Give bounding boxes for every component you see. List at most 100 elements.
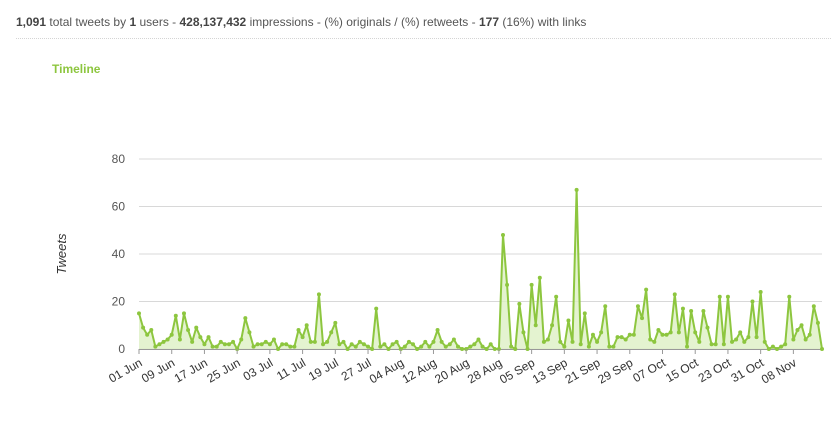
- data-point: [545, 337, 550, 342]
- data-point: [390, 342, 395, 347]
- impressions-count: 428,137,432: [179, 15, 247, 29]
- data-point: [730, 339, 735, 344]
- data-point: [141, 325, 146, 330]
- total-tweets-label: total tweets by: [49, 15, 127, 29]
- data-point: [525, 347, 530, 351]
- x-tick-label: 12 Aug: [400, 355, 439, 386]
- y-axis-label: Tweets: [54, 233, 69, 274]
- data-point: [361, 342, 366, 347]
- links-count: 177: [478, 15, 500, 29]
- data-point: [321, 342, 326, 347]
- data-point: [775, 347, 780, 351]
- data-point: [370, 347, 375, 351]
- data-point: [312, 339, 317, 344]
- data-point: [811, 304, 816, 309]
- data-point: [325, 339, 330, 344]
- data-point: [680, 306, 685, 311]
- data-point: [509, 344, 514, 349]
- data-point: [280, 342, 285, 347]
- data-point: [284, 342, 289, 347]
- data-point: [198, 335, 203, 340]
- data-point: [582, 311, 587, 316]
- data-point: [218, 339, 223, 344]
- data-point: [640, 316, 645, 321]
- x-tick-label: 03 Jul: [241, 355, 276, 383]
- x-tick-label: 05 Sep: [497, 355, 537, 386]
- data-point: [210, 344, 215, 349]
- data-point: [615, 335, 620, 340]
- data-point: [415, 347, 420, 351]
- x-tick-label: 08 Nov: [759, 355, 799, 386]
- data-point: [443, 344, 448, 349]
- data-point: [157, 342, 162, 347]
- data-point: [562, 344, 567, 349]
- data-point: [746, 335, 751, 340]
- data-point: [149, 328, 154, 332]
- series-points: [137, 187, 824, 351]
- data-point: [276, 347, 281, 351]
- data-point: [439, 339, 444, 344]
- data-point: [709, 342, 714, 347]
- data-point: [754, 335, 759, 340]
- x-tick-label: 07 Oct: [630, 355, 668, 385]
- data-point: [402, 344, 407, 349]
- data-point: [472, 342, 477, 347]
- data-point: [165, 337, 170, 342]
- data-point: [492, 347, 497, 351]
- data-point: [447, 342, 452, 347]
- data-point: [742, 339, 747, 344]
- data-point: [145, 332, 150, 337]
- data-point: [656, 328, 661, 332]
- data-point: [488, 342, 493, 347]
- data-point: [799, 323, 804, 328]
- data-point: [345, 347, 350, 351]
- data-point: [554, 294, 559, 299]
- data-point: [668, 330, 673, 335]
- x-tick-label: 21 Sep: [563, 355, 603, 386]
- data-point: [766, 347, 771, 351]
- data-point: [738, 330, 743, 335]
- y-tick-label: 20: [112, 295, 126, 309]
- data-point: [770, 344, 775, 349]
- data-point: [787, 294, 792, 299]
- data-point: [676, 330, 681, 335]
- data-point: [476, 337, 481, 342]
- data-point: [574, 187, 579, 192]
- data-point: [137, 311, 141, 316]
- links-label: (16%) with links: [502, 15, 587, 29]
- data-point: [267, 342, 272, 347]
- data-point: [644, 287, 649, 292]
- data-point: [607, 344, 612, 349]
- data-point: [685, 344, 690, 349]
- data-point: [701, 309, 706, 313]
- data-point: [214, 344, 219, 349]
- data-point: [779, 344, 784, 349]
- data-point: [427, 344, 432, 349]
- data-point: [500, 233, 505, 237]
- data-point: [635, 304, 640, 309]
- data-point: [292, 344, 297, 349]
- data-point: [316, 292, 321, 297]
- data-point: [406, 339, 411, 344]
- data-point: [603, 304, 608, 309]
- data-point: [349, 342, 354, 347]
- data-point: [541, 339, 546, 344]
- data-point: [419, 344, 424, 349]
- x-tick-label: 17 Jun: [172, 355, 210, 385]
- data-point: [206, 335, 211, 340]
- data-point: [271, 337, 276, 342]
- data-point: [337, 342, 342, 347]
- x-tick-label: 13 Sep: [530, 355, 570, 386]
- x-tick-label: 29 Sep: [595, 355, 635, 386]
- data-point: [713, 342, 718, 347]
- x-tick-label: 20 Aug: [432, 355, 471, 386]
- data-point: [202, 342, 207, 347]
- data-point: [169, 332, 174, 337]
- data-point: [648, 337, 653, 342]
- data-point: [378, 344, 383, 349]
- data-point: [263, 339, 268, 344]
- data-point: [590, 332, 595, 337]
- data-point: [652, 339, 657, 344]
